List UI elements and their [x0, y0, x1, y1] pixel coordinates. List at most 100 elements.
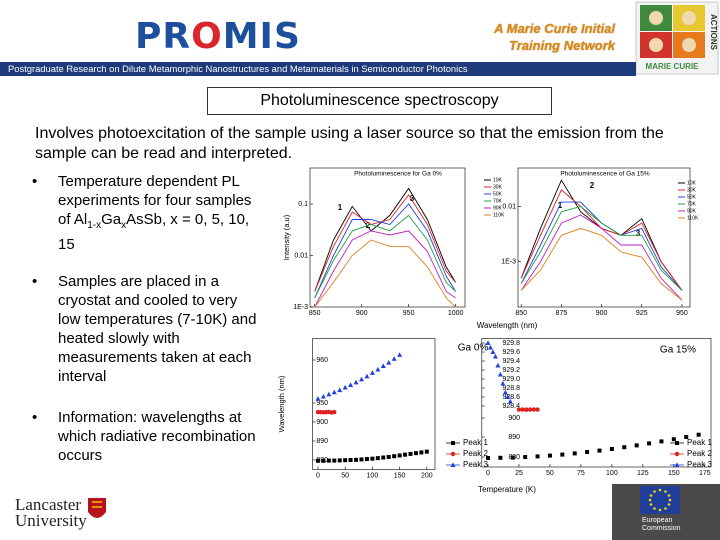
data-point: [597, 448, 602, 453]
data-point: [424, 449, 429, 454]
data-point: [320, 393, 326, 399]
x-tick-label: 950: [676, 310, 688, 317]
legend-label: Peak 3: [463, 460, 488, 469]
legend-label: 50K: [687, 194, 697, 200]
x-tick-label: 875: [556, 310, 568, 317]
x-axis-label: Temperature (K): [478, 485, 536, 494]
commission-name: European Commission: [642, 517, 681, 533]
data-point: [671, 437, 676, 442]
data-point: [622, 445, 627, 450]
logo-line: Commission: [642, 525, 681, 532]
annotation: 3: [410, 194, 415, 203]
data-point: [505, 394, 511, 399]
data-point: [535, 454, 540, 459]
x-tick-label: 925: [636, 310, 648, 317]
data-point: [321, 458, 326, 463]
x-tick-label: 0: [316, 472, 320, 479]
eu-logo: [612, 484, 720, 540]
data-point: [375, 366, 381, 372]
data-point: [547, 453, 552, 458]
slide-title: Photoluminescence spectroscopy: [207, 87, 552, 115]
legend-marker: [675, 441, 679, 445]
y-tick-label: 900: [316, 419, 328, 426]
network-line: Training Network: [509, 38, 615, 53]
annotation: Ga 15%: [660, 345, 696, 356]
spectrum-line: [314, 187, 456, 292]
strapline: Postgraduate Research on Dilute Metamorp…: [0, 62, 636, 76]
data-point: [485, 456, 490, 460]
data-point: [510, 455, 515, 460]
marie-curie-badge: ACTIONS MARIE CURIE: [635, 1, 719, 75]
x-tick-label: 200: [421, 472, 433, 479]
subscript: 1-x: [87, 220, 102, 231]
data-point: [696, 432, 701, 437]
annotation: Ga 0%: [458, 343, 489, 354]
x-tick-label: 50: [546, 470, 554, 477]
data-point: [386, 359, 392, 365]
spectrum-line: [520, 214, 683, 301]
data-point: [391, 356, 397, 361]
badge-text: MARIE CURIE: [646, 62, 700, 71]
y-tick-label: 890: [316, 438, 328, 445]
data-point: [408, 451, 413, 456]
spectrum-line: [314, 239, 456, 308]
y-tick-label: 929.0: [502, 376, 520, 383]
legend-marker: [451, 441, 455, 445]
data-point: [497, 371, 503, 377]
data-point: [370, 456, 375, 461]
legend-label: 30K: [493, 184, 503, 190]
plot-frame: [309, 167, 466, 308]
data-point: [315, 396, 321, 401]
annotation: 2: [590, 181, 595, 190]
plot-frame: [481, 338, 712, 468]
data-point: [386, 454, 391, 459]
y-tick-label: 0.1: [298, 201, 308, 208]
legend-marker: [674, 462, 680, 467]
data-point: [342, 384, 348, 390]
bullet-text: Temperature dependent PL experiments for…: [58, 173, 252, 228]
data-point: [487, 344, 493, 350]
annotation: 1: [338, 203, 343, 212]
data-point: [326, 391, 332, 397]
data-point: [337, 458, 342, 463]
data-point: [524, 407, 529, 412]
x-tick-label: 100: [367, 472, 379, 479]
bullet: Information: wavelengths at which radiat…: [32, 408, 263, 465]
data-point: [359, 376, 364, 382]
data-point: [647, 441, 652, 446]
data-point: [535, 407, 540, 412]
x-tick-label: 900: [356, 310, 368, 317]
logo-part: MIS: [222, 16, 301, 57]
data-point: [364, 373, 370, 379]
data-point: [337, 387, 343, 393]
spectrum-line: [520, 206, 683, 291]
annotation: 3: [636, 229, 641, 238]
x-tick-label: 850: [309, 310, 321, 317]
data-point: [381, 455, 386, 460]
y-tick-label: 960: [316, 357, 328, 364]
data-point: [359, 457, 364, 462]
y-tick-label: 929.8: [502, 340, 520, 347]
data-point: [364, 457, 369, 462]
y-tick-label: 0.01: [294, 252, 308, 259]
data-point: [397, 352, 403, 357]
y-tick-label: 1E-3: [501, 258, 516, 265]
y-tick-label: 950: [316, 400, 328, 407]
data-point: [485, 340, 491, 345]
data-point: [498, 455, 503, 460]
legend-label: 90K: [687, 208, 697, 214]
data-point: [500, 380, 506, 386]
data-point: [585, 450, 590, 454]
data-point: [375, 456, 380, 461]
bullet-text: Ga: [101, 211, 122, 228]
y-tick-label: 929.2: [502, 367, 520, 374]
plot-frame: [517, 167, 691, 308]
data-point: [326, 458, 331, 463]
data-point: [369, 370, 375, 375]
legend-label: Peak 1: [463, 438, 488, 447]
data-point: [531, 407, 537, 412]
annotation: 1: [558, 201, 563, 210]
x-tick-label: 150: [668, 470, 680, 477]
